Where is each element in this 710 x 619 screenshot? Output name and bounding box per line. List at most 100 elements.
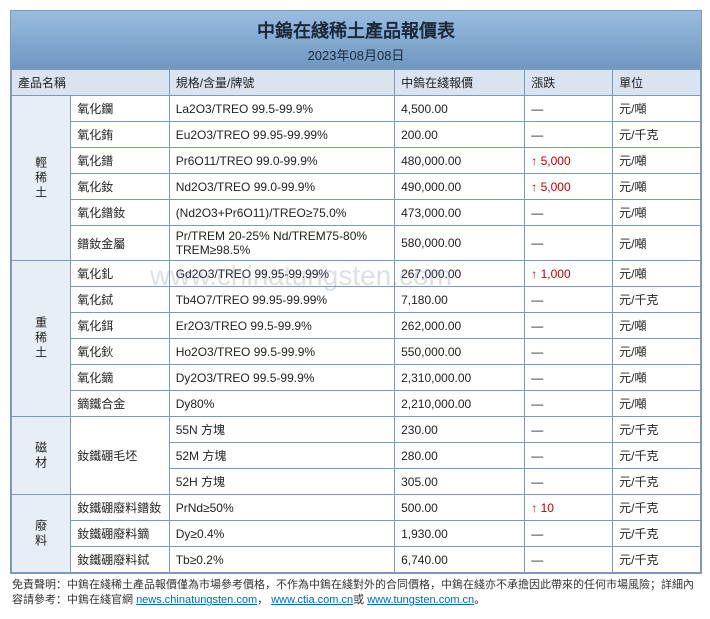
price-cell: 7,180.00 — [395, 287, 525, 313]
unit-cell: 元/噸 — [613, 365, 701, 391]
change-cell: — — [525, 469, 613, 495]
change-cell: — — [525, 365, 613, 391]
table-row: 重稀土氧化釓Gd2O3/TREO 99.95-99.99%267,000.00↑… — [12, 261, 701, 287]
unit-cell: 元/千克 — [613, 443, 701, 469]
sep1: ， — [257, 594, 268, 606]
category-cell: 輕稀土 — [12, 96, 71, 261]
change-cell: — — [525, 521, 613, 547]
change-cell: — — [525, 287, 613, 313]
category-cell: 廢料 — [12, 495, 71, 573]
sep-or: 或 — [353, 594, 364, 606]
spec-cell: Pr6O11/TREO 99.0-99.9% — [169, 148, 394, 174]
change-cell: ↑ 5,000 — [525, 148, 613, 174]
link-tungsten[interactable]: www.tungsten.com.cn — [367, 594, 474, 606]
spec-cell: 52H 方塊 — [169, 469, 394, 495]
product-cell: 氧化鉺 — [71, 313, 169, 339]
unit-cell: 元/噸 — [613, 339, 701, 365]
spec-cell: Pr/TREM 20-25% Nd/TREM75-80% TREM≥98.5% — [169, 226, 394, 261]
table-row: 氧化鏑Dy2O3/TREO 99.5-99.9%2,310,000.00—元/噸 — [12, 365, 701, 391]
product-cell: 氧化釹 — [71, 174, 169, 200]
category-cell: 磁材 — [12, 417, 71, 495]
change-cell: ↑ 5,000 — [525, 174, 613, 200]
spec-cell: Tb4O7/TREO 99.95-99.99% — [169, 287, 394, 313]
table-row: 釹鐵硼廢料鋱Tb≥0.2%6,740.00—元/千克 — [12, 547, 701, 573]
price-table: 產品名稱 規格/含量/牌號 中鎢在綫報價 漲跌 單位 輕稀土氧化鑭La2O3/T… — [11, 69, 701, 573]
price-cell: 280.00 — [395, 443, 525, 469]
spec-cell: Dy80% — [169, 391, 394, 417]
price-table-container: 中鎢在綫稀土產品報價表 2023年08月08日 產品名稱 規格/含量/牌號 中鎢… — [10, 10, 702, 574]
table-row: 輕稀土氧化鑭La2O3/TREO 99.5-99.9%4,500.00—元/噸 — [12, 96, 701, 122]
unit-cell: 元/噸 — [613, 313, 701, 339]
product-cell: 釹鐵硼廢料鏑 — [71, 521, 169, 547]
table-date: 2023年08月08日 — [11, 45, 701, 64]
price-cell: 550,000.00 — [395, 339, 525, 365]
spec-cell: Dy2O3/TREO 99.5-99.9% — [169, 365, 394, 391]
change-cell: ↑ 10 — [525, 495, 613, 521]
product-cell: 氧化鈥 — [71, 339, 169, 365]
product-cell: 釹鐵硼毛坯 — [71, 417, 169, 495]
product-cell: 氧化銪 — [71, 122, 169, 148]
table-row: 廢料釹鐵硼廢料鐠釹PrNd≥50%500.00↑ 10元/千克 — [12, 495, 701, 521]
change-cell: — — [525, 96, 613, 122]
spec-cell: 55N 方塊 — [169, 417, 394, 443]
unit-cell: 元/噸 — [613, 226, 701, 261]
spec-cell: Gd2O3/TREO 99.95-99.99% — [169, 261, 394, 287]
unit-cell: 元/千克 — [613, 287, 701, 313]
table-row: 鏑鐵合金Dy80%2,210,000.00—元/噸 — [12, 391, 701, 417]
product-cell: 氧化鑭 — [71, 96, 169, 122]
table-row: 氧化釹Nd2O3/TREO 99.0-99.9%490,000.00↑ 5,00… — [12, 174, 701, 200]
unit-cell: 元/噸 — [613, 200, 701, 226]
col-unit: 單位 — [613, 70, 701, 96]
table-row: 氧化鐠Pr6O11/TREO 99.0-99.9%480,000.00↑ 5,0… — [12, 148, 701, 174]
price-cell: 6,740.00 — [395, 547, 525, 573]
change-cell: — — [525, 226, 613, 261]
unit-cell: 元/噸 — [613, 391, 701, 417]
table-row: 氧化鈥Ho2O3/TREO 99.5-99.9%550,000.00—元/噸 — [12, 339, 701, 365]
spec-cell: PrNd≥50% — [169, 495, 394, 521]
change-cell: — — [525, 200, 613, 226]
price-cell: 480,000.00 — [395, 148, 525, 174]
product-cell: 氧化鏑 — [71, 365, 169, 391]
sep-end: 。 — [474, 594, 485, 606]
link-ctia[interactable]: www.ctia.com.cn — [271, 594, 353, 606]
disclaimer: 免責聲明：中鎢在綫稀土產品報價僅為市場參考價格，不作為中鎢在綫對外的合同價格，中… — [10, 574, 700, 609]
price-cell: 490,000.00 — [395, 174, 525, 200]
spec-cell: La2O3/TREO 99.5-99.9% — [169, 96, 394, 122]
change-cell: ↑ 1,000 — [525, 261, 613, 287]
product-cell: 氧化釓 — [71, 261, 169, 287]
product-cell: 鏑鐵合金 — [71, 391, 169, 417]
link-news[interactable]: news.chinatungsten.com — [136, 594, 257, 606]
unit-cell: 元/千克 — [613, 469, 701, 495]
spec-cell: Tb≥0.2% — [169, 547, 394, 573]
unit-cell: 元/千克 — [613, 521, 701, 547]
col-price: 中鎢在綫報價 — [395, 70, 525, 96]
spec-cell: (Nd2O3+Pr6O11)/TREO≥75.0% — [169, 200, 394, 226]
change-cell: — — [525, 391, 613, 417]
category-cell: 重稀土 — [12, 261, 71, 417]
price-cell: 267,000.00 — [395, 261, 525, 287]
change-cell: — — [525, 122, 613, 148]
price-cell: 2,310,000.00 — [395, 365, 525, 391]
unit-cell: 元/噸 — [613, 148, 701, 174]
change-cell: — — [525, 339, 613, 365]
header-row: 產品名稱 規格/含量/牌號 中鎢在綫報價 漲跌 單位 — [12, 70, 701, 96]
unit-cell: 元/千克 — [613, 547, 701, 573]
spec-cell: 52M 方塊 — [169, 443, 394, 469]
table-title: 中鎢在綫稀土產品報價表 — [11, 17, 701, 43]
product-cell: 釹鐵硼廢料鐠釹 — [71, 495, 169, 521]
price-cell: 4,500.00 — [395, 96, 525, 122]
table-row: 氧化銪Eu2O3/TREO 99.95-99.99%200.00—元/千克 — [12, 122, 701, 148]
unit-cell: 元/噸 — [613, 96, 701, 122]
product-cell: 鐠釹金屬 — [71, 226, 169, 261]
change-cell: — — [525, 417, 613, 443]
col-change: 漲跌 — [525, 70, 613, 96]
table-row: 氧化鐠釹(Nd2O3+Pr6O11)/TREO≥75.0%473,000.00—… — [12, 200, 701, 226]
change-cell: — — [525, 313, 613, 339]
table-row: 鐠釹金屬Pr/TREM 20-25% Nd/TREM75-80% TREM≥98… — [12, 226, 701, 261]
col-spec: 規格/含量/牌號 — [169, 70, 394, 96]
spec-cell: Ho2O3/TREO 99.5-99.9% — [169, 339, 394, 365]
price-cell: 305.00 — [395, 469, 525, 495]
price-cell: 473,000.00 — [395, 200, 525, 226]
price-cell: 230.00 — [395, 417, 525, 443]
price-cell: 200.00 — [395, 122, 525, 148]
